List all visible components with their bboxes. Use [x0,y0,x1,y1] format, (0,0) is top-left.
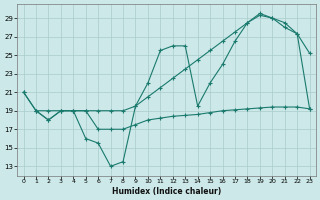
X-axis label: Humidex (Indice chaleur): Humidex (Indice chaleur) [112,187,221,196]
